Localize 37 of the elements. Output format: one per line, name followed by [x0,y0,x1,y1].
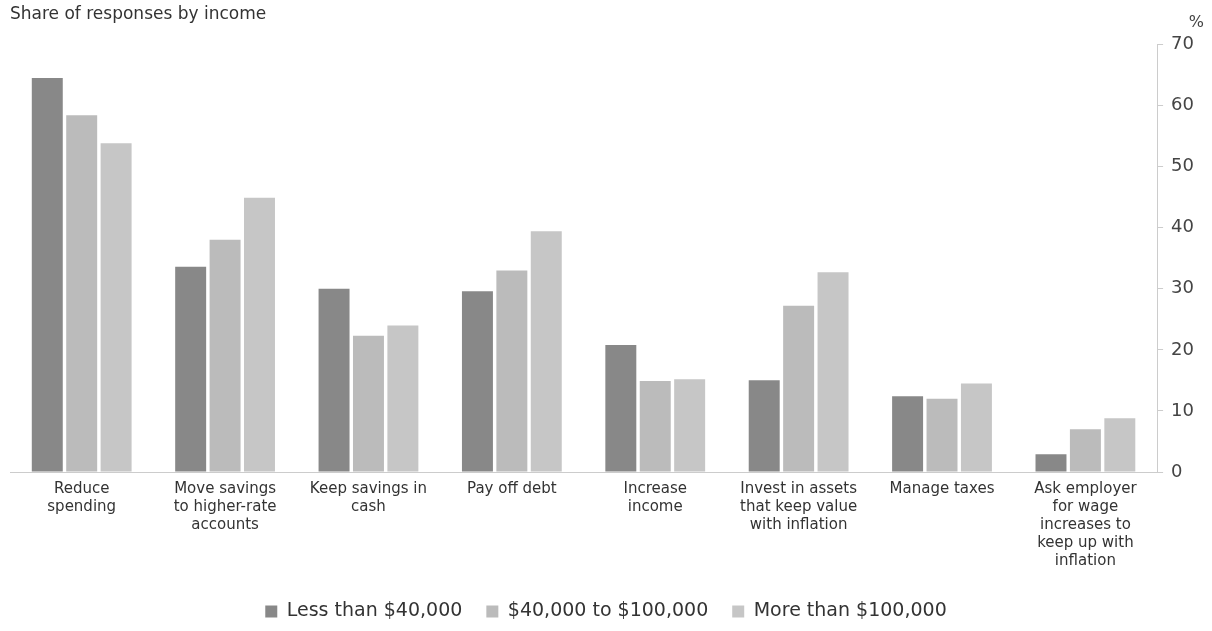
bar [496,270,528,472]
bar [209,239,241,472]
y-tick-label: 20 [1171,337,1194,359]
x-tick-label: Reduce spending [47,478,117,515]
y-tick-label: 50 [1171,154,1194,176]
y-tick-label: 10 [1171,398,1194,420]
bar [605,344,637,472]
bar [892,396,924,472]
bar [748,380,780,472]
x-tick-label: Manage taxes [889,478,995,497]
legend-label: More than $100,000 [753,598,947,621]
bar [352,335,384,472]
x-tick-label: Move savings to higher-rate accounts [173,478,277,533]
bar [318,288,350,472]
y-tick-label: 40 [1171,215,1194,237]
bar [639,380,671,472]
chart-title: Share of responses by income [10,2,267,23]
y-tick-label: 30 [1171,276,1194,298]
bar [783,305,815,472]
bar [31,78,63,472]
x-tick-label: Invest in assets that keep value with inflation [740,478,858,533]
y-tick-label: 70 [1171,32,1194,54]
x-tick-label: Increase income [623,478,687,515]
y-tick-label: 60 [1171,93,1194,115]
bar [175,266,207,472]
legend-label: Less than $40,000 [286,598,463,621]
bar [926,398,958,472]
x-tick-label: Keep savings in cash [309,478,428,515]
bar [1035,454,1067,472]
bar [66,115,98,472]
x-tick-label: Pay off debt [467,478,557,497]
bar [461,291,493,472]
y-axis-title: % [1188,11,1204,31]
legend-label: $40,000 to $100,000 [507,598,709,621]
x-tick-label: Ask employer for wage increases to keep up with inflation [1034,478,1138,569]
bar [1069,429,1101,472]
y-tick-label: 0 [1171,459,1183,481]
